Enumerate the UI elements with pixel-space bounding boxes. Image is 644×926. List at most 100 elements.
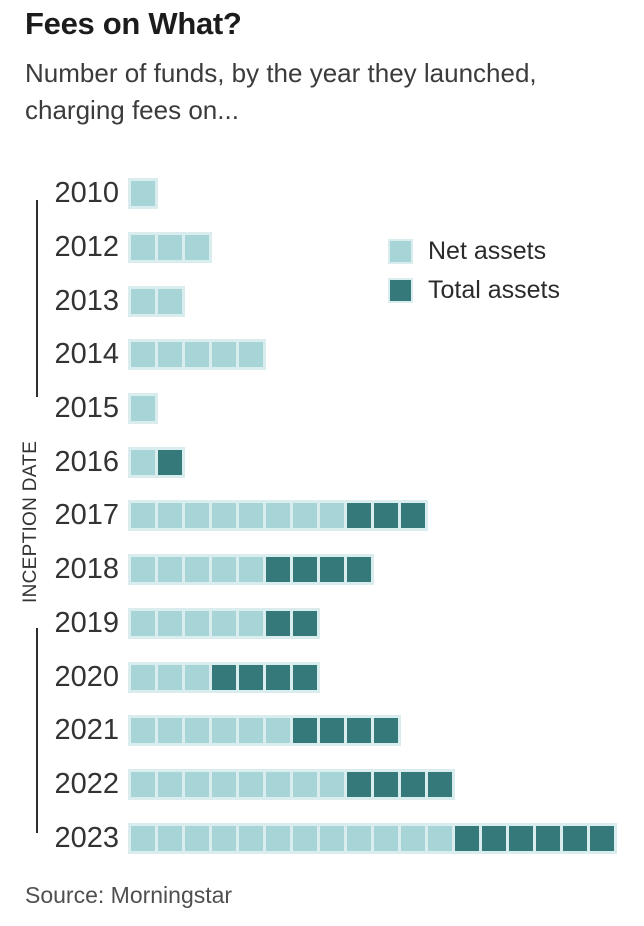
net-assets-square <box>158 557 182 583</box>
net-assets-square <box>185 718 209 744</box>
net-assets-square <box>131 449 155 475</box>
net-assets-square <box>185 557 209 583</box>
net-assets-swatch <box>388 239 413 264</box>
bar-2013 <box>128 285 185 317</box>
bar-2020 <box>128 661 320 693</box>
net-assets-square <box>293 503 317 529</box>
net-assets-square <box>158 664 182 690</box>
total-assets-square <box>239 664 263 690</box>
net-assets-square <box>185 610 209 636</box>
legend-label: Total assets <box>428 276 561 304</box>
net-assets-square <box>131 664 155 690</box>
total-assets-square <box>158 449 182 475</box>
total-assets-swatch <box>388 278 413 303</box>
net-assets-square <box>320 771 344 797</box>
bar-2022 <box>128 768 455 800</box>
chart-title: Fees on What? <box>25 6 242 41</box>
net-assets-square <box>212 342 236 368</box>
year-label: 2010 <box>54 177 119 210</box>
net-assets-square <box>293 771 317 797</box>
total-assets-square <box>374 503 398 529</box>
bar-2021 <box>128 715 401 747</box>
net-assets-square <box>158 503 182 529</box>
net-assets-square <box>320 825 344 851</box>
total-assets-square <box>266 664 290 690</box>
chart-row-2021: 2021 <box>0 704 644 758</box>
net-assets-square <box>428 825 452 851</box>
year-label: 2021 <box>54 714 119 747</box>
total-assets-square <box>590 825 614 851</box>
net-assets-square <box>185 342 209 368</box>
year-label: 2017 <box>54 499 119 532</box>
net-assets-square <box>158 771 182 797</box>
bar-2019 <box>128 607 320 639</box>
year-label: 2012 <box>54 231 119 264</box>
total-assets-square <box>455 825 479 851</box>
total-assets-square <box>374 771 398 797</box>
year-label: 2019 <box>54 606 119 639</box>
net-assets-square <box>239 610 263 636</box>
net-assets-square <box>131 181 155 207</box>
net-assets-square <box>158 718 182 744</box>
chart-row-2015: 2015 <box>0 382 644 436</box>
net-assets-square <box>239 771 263 797</box>
chart-row-2016: 2016 <box>0 435 644 489</box>
bar-2023 <box>128 822 617 854</box>
net-assets-square <box>185 771 209 797</box>
net-assets-square <box>185 664 209 690</box>
net-assets-square <box>293 825 317 851</box>
year-label: 2023 <box>54 821 119 854</box>
total-assets-square <box>266 557 290 583</box>
net-assets-square <box>158 610 182 636</box>
total-assets-square <box>320 718 344 744</box>
net-assets-square <box>239 825 263 851</box>
y-axis-line-lower <box>36 628 38 833</box>
bar-2016 <box>128 446 185 478</box>
total-assets-square <box>482 825 506 851</box>
y-axis-line-upper <box>36 200 38 397</box>
year-label: 2018 <box>54 553 119 586</box>
total-assets-square <box>212 664 236 690</box>
total-assets-square <box>320 557 344 583</box>
net-assets-square <box>185 825 209 851</box>
net-assets-square <box>374 825 398 851</box>
net-assets-square <box>131 396 155 422</box>
net-assets-square <box>131 288 155 314</box>
bar-2015 <box>128 393 158 425</box>
net-assets-square <box>239 342 263 368</box>
chart-row-2022: 2022 <box>0 758 644 812</box>
chart-row-2014: 2014 <box>0 328 644 382</box>
net-assets-square <box>212 610 236 636</box>
net-assets-square <box>131 557 155 583</box>
year-label: 2022 <box>54 767 119 800</box>
total-assets-square <box>563 825 587 851</box>
legend-item-net-assets: Net assets <box>388 232 560 271</box>
chart-row-2013: 2013 <box>0 274 644 328</box>
total-assets-square <box>293 610 317 636</box>
source-note: Source: Morningstar <box>25 882 233 908</box>
total-assets-square <box>347 771 371 797</box>
net-assets-square <box>131 718 155 744</box>
year-label: 2015 <box>54 392 119 425</box>
chart-row-2023: 2023 <box>0 811 644 865</box>
net-assets-square <box>320 503 344 529</box>
bar-2018 <box>128 554 374 586</box>
chart-row-2017: 2017 <box>0 489 644 543</box>
net-assets-square <box>131 503 155 529</box>
net-assets-square <box>131 235 155 261</box>
total-assets-square <box>401 771 425 797</box>
net-assets-square <box>266 825 290 851</box>
net-assets-square <box>131 342 155 368</box>
net-assets-square <box>131 771 155 797</box>
chart-row-2012: 2012 <box>0 221 644 275</box>
total-assets-square <box>347 503 371 529</box>
total-assets-square <box>536 825 560 851</box>
chart-row-2010: 2010 <box>0 167 644 221</box>
total-assets-square <box>347 557 371 583</box>
total-assets-square <box>293 664 317 690</box>
net-assets-square <box>158 288 182 314</box>
total-assets-square <box>428 771 452 797</box>
net-assets-square <box>239 557 263 583</box>
total-assets-square <box>293 557 317 583</box>
